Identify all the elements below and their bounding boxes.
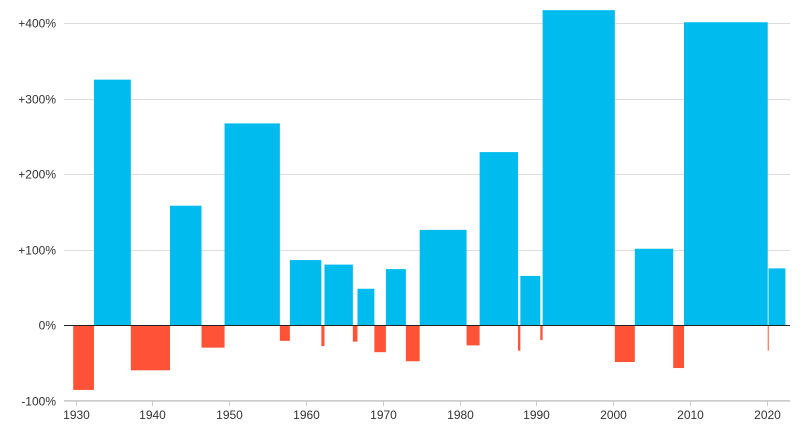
bull-market-bar	[768, 268, 786, 326]
y-tick-label: +400%	[18, 17, 56, 31]
x-tick-label: 1980	[447, 408, 474, 422]
bear-market-bar	[201, 325, 225, 348]
bear-market-bar	[374, 325, 386, 353]
x-tick-label: 1960	[293, 408, 320, 422]
bull-market-bar	[324, 264, 353, 325]
x-tick-label: 1930	[63, 408, 90, 422]
bear-market-bar	[518, 325, 521, 351]
x-tick-label: 2020	[754, 408, 781, 422]
x-tick-label: 1970	[370, 408, 397, 422]
bear-market-bar	[540, 325, 543, 341]
bull-market-bar	[385, 269, 406, 325]
bars	[73, 10, 786, 390]
y-tick-label: +100%	[18, 244, 56, 258]
bear-market-bar	[767, 325, 769, 351]
bull-market-bar	[634, 248, 674, 325]
bull-market-bar	[289, 260, 322, 325]
bull-market-bar	[170, 205, 202, 325]
bear-market-bar	[321, 325, 325, 347]
x-tick-label: 1990	[523, 408, 550, 422]
bear-market-bar	[673, 325, 684, 369]
y-tick-label: -100%	[21, 395, 56, 409]
bull-market-bar	[479, 152, 519, 325]
x-axis-tick-labels: 1930 1940 1950 1960 1970 1980 1990 2000 2010 2020	[63, 408, 781, 422]
x-tick-label: 1940	[139, 408, 166, 422]
bear-market-bar	[279, 325, 290, 341]
y-tick-label: +200%	[18, 168, 56, 182]
bear-market-bar	[405, 325, 420, 362]
bull-market-bar	[224, 123, 280, 325]
axes	[64, 325, 790, 406]
bull-market-bar	[357, 288, 375, 325]
bull-market-bar	[520, 275, 541, 325]
y-tick-label: +300%	[18, 93, 56, 107]
bear-market-bar	[352, 325, 358, 342]
x-tick-label: 2000	[600, 408, 627, 422]
bull-market-bar	[542, 10, 615, 325]
x-tick-label: 2010	[677, 408, 704, 422]
bull-market-bar	[419, 229, 467, 325]
bull-market-bar	[683, 22, 768, 325]
bull-market-bar	[93, 79, 131, 326]
y-axis-tick-labels: +400% +300% +200% +100% 0% -100%	[18, 17, 56, 409]
bear-market-bar	[466, 325, 480, 346]
bear-market-bar	[130, 325, 171, 371]
y-tick-label: 0%	[39, 319, 57, 333]
bear-market-bar	[73, 325, 94, 390]
bear-market-bar	[614, 325, 635, 362]
x-tick-label: 1950	[216, 408, 243, 422]
